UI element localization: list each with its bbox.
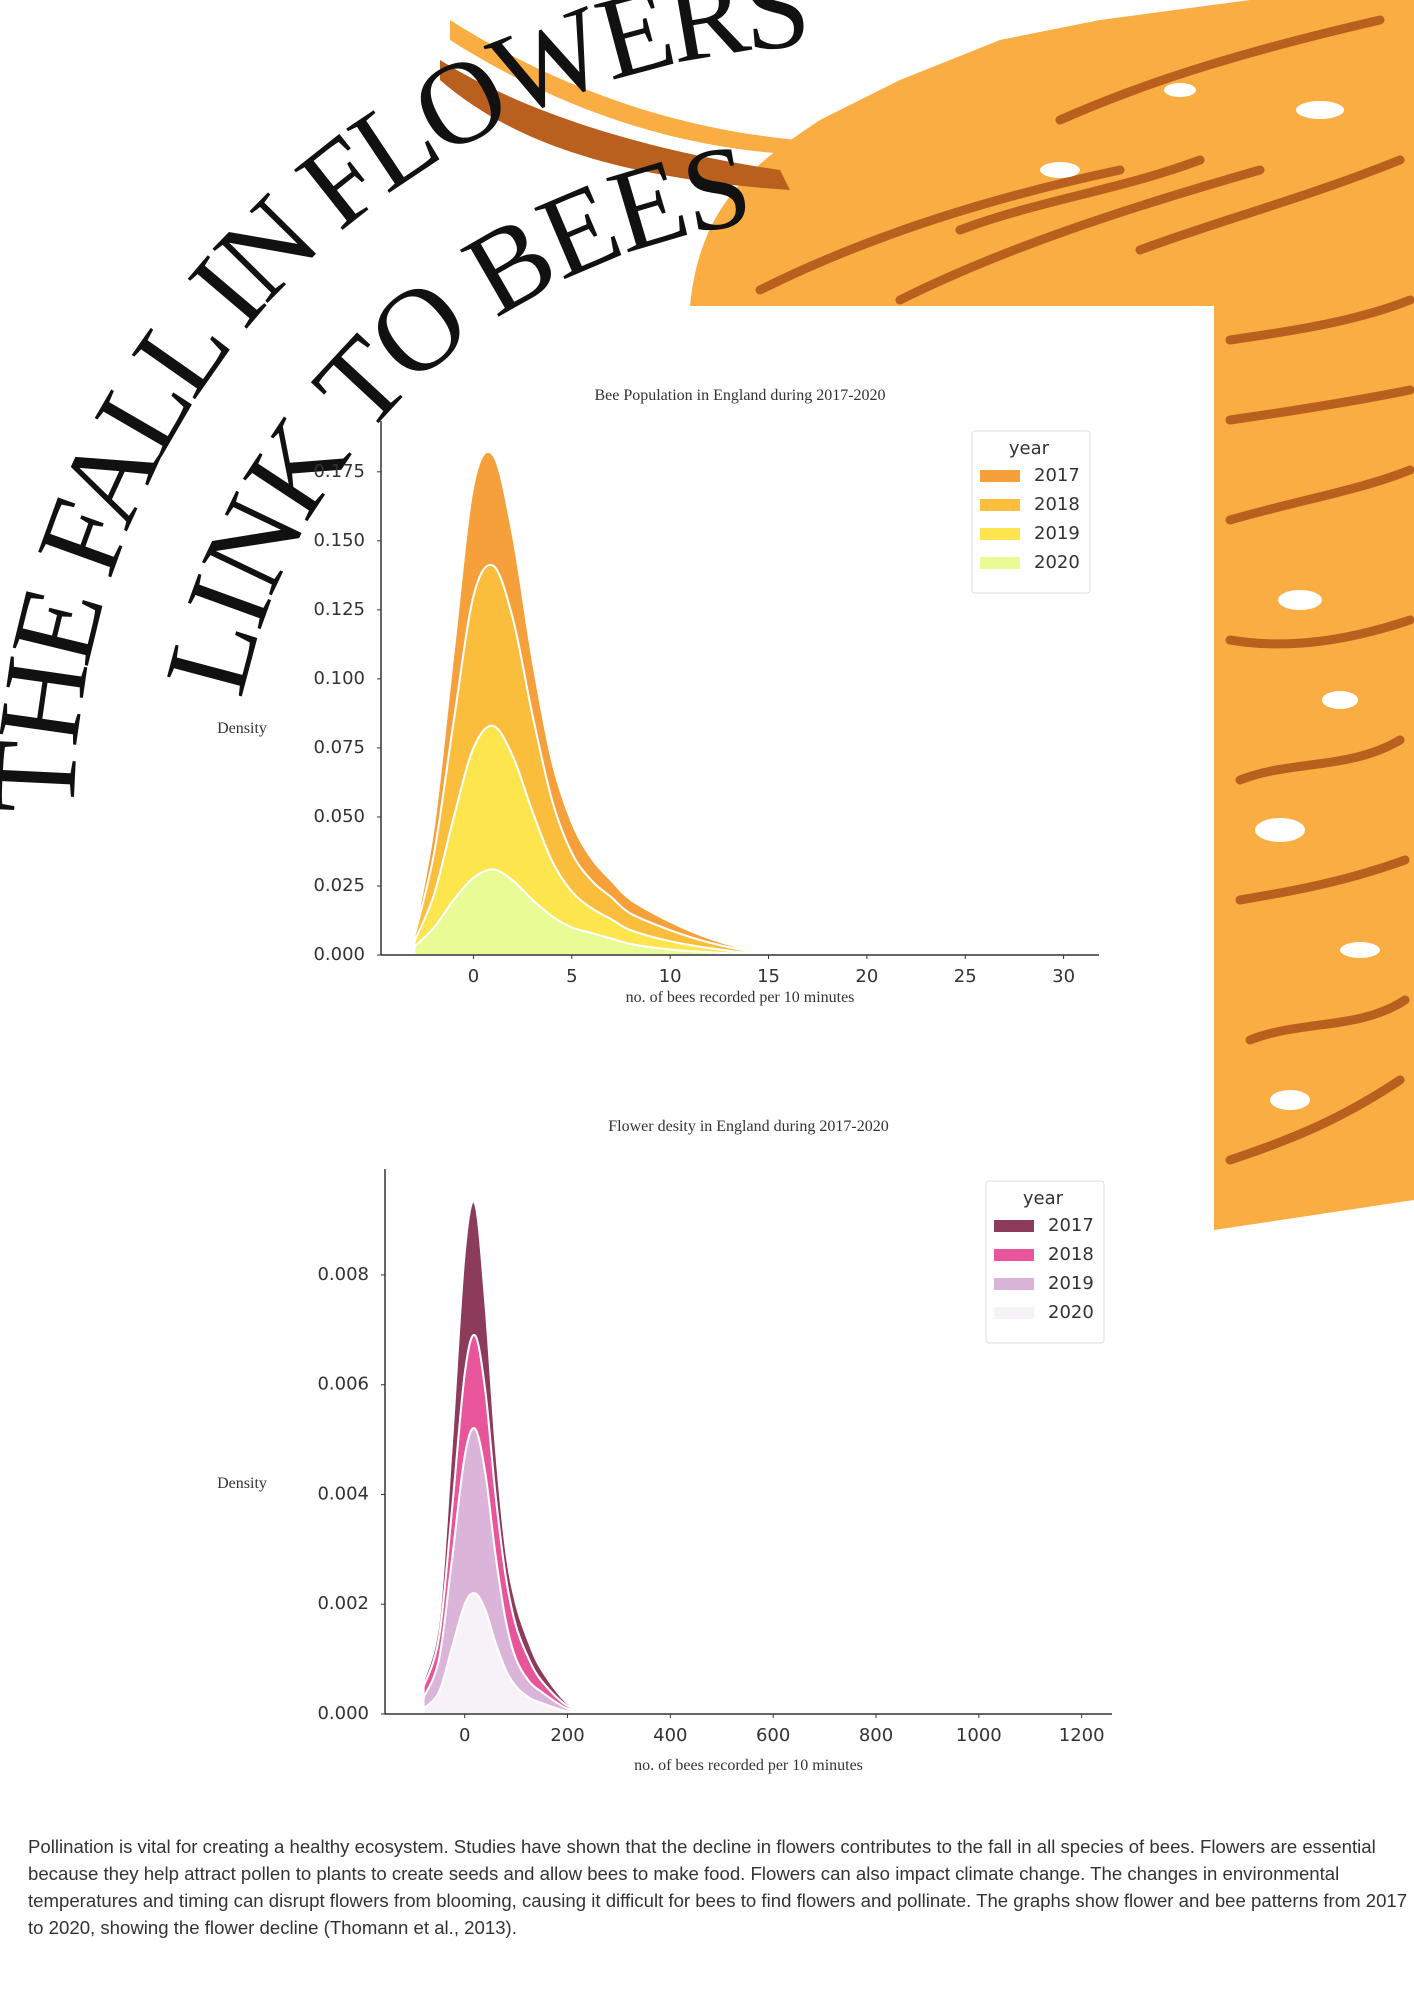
- x-axis-label: no. of bees recorded per 10 minutes: [626, 989, 855, 1006]
- x-tick-label: 30: [1052, 966, 1075, 987]
- legend-title: year: [1023, 1188, 1064, 1209]
- legend-swatch: [994, 1307, 1034, 1319]
- legend-swatch: [994, 1278, 1034, 1290]
- x-tick-label: 0: [459, 1725, 470, 1746]
- x-tick-label: 800: [859, 1725, 893, 1746]
- y-tick-label: 0.075: [313, 737, 365, 758]
- y-tick-label: 0.150: [313, 530, 365, 551]
- y-tick-label: 0.100: [313, 668, 365, 689]
- y-tick-label: 0.125: [313, 599, 365, 620]
- legend-swatch: [980, 528, 1020, 540]
- y-tick-label: 0.000: [313, 944, 365, 965]
- x-tick-label: 5: [566, 966, 577, 987]
- legend-title: year: [1009, 438, 1050, 459]
- chart-title: Flower desity in England during 2017-202…: [608, 1118, 888, 1135]
- legend-label: 2019: [1048, 1273, 1094, 1294]
- legend-swatch: [980, 470, 1020, 482]
- chart-title: Bee Population in England during 2017-20…: [594, 387, 885, 404]
- y-tick-label: 0.000: [317, 1703, 369, 1724]
- x-tick-label: 25: [954, 966, 977, 987]
- legend-label: 2019: [1034, 523, 1080, 544]
- x-tick-label: 10: [659, 966, 682, 987]
- x-tick-label: 600: [756, 1725, 790, 1746]
- legend-swatch: [994, 1249, 1034, 1261]
- x-tick-label: 15: [757, 966, 780, 987]
- bee-artwork: [440, 0, 1414, 2000]
- x-tick-label: 200: [550, 1725, 584, 1746]
- y-axis-label: Density: [217, 1475, 267, 1492]
- legend-swatch: [994, 1220, 1034, 1232]
- density-area: [422, 1200, 748, 1716]
- y-tick-label: 0.050: [313, 806, 365, 827]
- legend-label: 2020: [1048, 1302, 1094, 1323]
- legend-label: 2018: [1034, 494, 1080, 515]
- x-tick-label: 20: [855, 966, 878, 987]
- legend-label: 2017: [1034, 465, 1080, 486]
- x-tick-label: 1200: [1059, 1725, 1105, 1746]
- legend-swatch: [980, 499, 1020, 511]
- x-tick-label: 0: [468, 966, 479, 987]
- legend-label: 2017: [1048, 1215, 1094, 1236]
- legend-swatch: [980, 557, 1020, 569]
- y-tick-label: 0.004: [317, 1483, 369, 1504]
- paragraph: Pollination is vital for creating a heal…: [28, 1836, 1408, 1938]
- y-tick-label: 0.175: [313, 461, 365, 482]
- y-tick-label: 0.006: [317, 1374, 369, 1395]
- y-tick-label: 0.025: [313, 875, 365, 896]
- y-tick-label: 0.008: [317, 1264, 369, 1285]
- x-tick-label: 400: [653, 1725, 687, 1746]
- y-axis-label: Density: [217, 720, 267, 737]
- legend-label: 2018: [1048, 1244, 1094, 1265]
- y-tick-label: 0.002: [317, 1593, 369, 1614]
- legend-label: 2020: [1034, 552, 1080, 573]
- x-axis-label: no. of bees recorded per 10 minutes: [634, 1757, 863, 1774]
- x-tick-label: 1000: [956, 1725, 1002, 1746]
